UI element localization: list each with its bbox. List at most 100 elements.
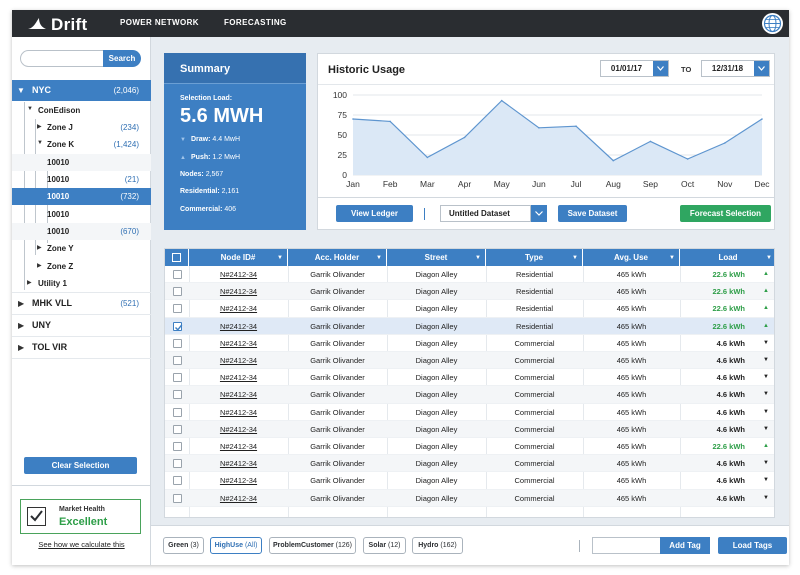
acc-holder-cell: Garrik Olivander (310, 390, 365, 400)
table-row[interactable]: N#2412-34 Garrik Olivander Diagon Alley Res… (165, 300, 774, 318)
select-all-checkbox[interactable] (172, 253, 181, 262)
row-checkbox[interactable] (173, 493, 182, 503)
data-point (761, 118, 763, 120)
node-id-cell[interactable]: N#2412-34 (219, 270, 258, 279)
chevron-down-icon[interactable] (531, 205, 547, 222)
row-checkbox[interactable] (173, 407, 182, 417)
tree-item-utility-1[interactable]: ▶ Utility 1 (27, 279, 67, 288)
node-id-cell[interactable]: N#2412-34 (219, 338, 258, 348)
row-checkbox[interactable] (173, 373, 182, 383)
tree-item-zip[interactable]: 10010 (21) (47, 175, 139, 184)
table-row[interactable]: N#2412-34 Garrik Olivander Diagon Alley Com… (165, 386, 774, 404)
row-checkbox[interactable] (173, 338, 182, 348)
tree-item-zone-z[interactable]: ▶ Zone Z (37, 262, 74, 271)
globe-icon[interactable] (762, 13, 783, 34)
row-checkbox[interactable] (173, 424, 182, 434)
caret-right-icon: ▶ (18, 343, 25, 352)
divider (12, 314, 151, 315)
acc-holder-cell: Garrik Olivander (310, 287, 365, 297)
row-checkbox[interactable] (173, 321, 183, 331)
row-checkbox[interactable] (173, 356, 182, 365)
node-id-cell[interactable]: N#2412-34 (219, 373, 258, 383)
row-checkbox[interactable] (173, 304, 182, 314)
date-to-picker[interactable]: 12/31/18 (701, 60, 770, 77)
row-checkbox[interactable] (173, 442, 182, 451)
node-id-cell[interactable]: N#2412-34 (219, 304, 258, 314)
tree-item-zone-k[interactable]: ▼ Zone K (1,424) (37, 140, 139, 149)
tree-item-zip[interactable]: 10010 (12, 154, 151, 171)
view-ledger-button[interactable]: View Ledger (336, 205, 413, 222)
node-id-cell[interactable]: N#2412-34 (219, 321, 258, 331)
tag-input[interactable] (592, 537, 660, 554)
tree-item-zone-j[interactable]: ▶ Zone J (234) (37, 123, 139, 132)
add-tag-button[interactable]: Add Tag (660, 537, 710, 554)
tree-item-conedison[interactable]: ▼ ConEdison (27, 106, 81, 115)
tree-item-zip[interactable]: 10010 (47, 210, 70, 219)
tree-item-zone-y[interactable]: ▶ Zone Y (37, 244, 74, 253)
node-id-cell[interactable]: N#2412-34 (219, 390, 258, 400)
calc-link[interactable]: See how we calculate this (38, 540, 125, 549)
column-load[interactable]: Load ▼ (680, 249, 774, 266)
tree-item-nyc[interactable]: ▼ NYC (2,046) (12, 80, 151, 101)
selection-load-label: Selection Load: (180, 95, 233, 102)
node-id-cell[interactable]: N#2412-34 (219, 493, 258, 503)
column-node-id[interactable]: Node ID# ▼ (189, 249, 288, 266)
tree-item-uny[interactable]: ▶ UNY (18, 320, 52, 330)
save-dataset-button[interactable]: Save Dataset (558, 205, 627, 222)
node-id-cell[interactable]: N#2412-34 (219, 442, 258, 451)
row-checkbox[interactable] (173, 476, 182, 486)
node-id-cell[interactable]: N#2412-34 (219, 356, 258, 365)
tree-item-zip-selected[interactable]: 10010 (732) (12, 188, 151, 205)
chevron-down-icon[interactable] (653, 61, 668, 76)
dataset-select[interactable]: Untitled Dataset (440, 205, 531, 222)
tag-hydro[interactable]: Hydro (162) (412, 537, 463, 554)
table-row[interactable]: N#2412-34 Garrik Olivander Diagon Alley Res… (165, 283, 774, 301)
node-id-cell[interactable]: N#2412-34 (219, 424, 258, 434)
row-checkbox[interactable] (173, 390, 182, 400)
table-row[interactable]: N#2412-34 Garrik Olivander Diagon Alley Com… (165, 438, 774, 456)
node-id-cell[interactable]: N#2412-34 (219, 476, 258, 486)
type-cell: Commercial (514, 390, 555, 400)
tag-highuse[interactable]: HighUse (All) (210, 537, 262, 554)
tag-problemcustomer[interactable]: ProblemCustomer (126) (269, 537, 356, 554)
node-id-cell[interactable]: N#2412-34 (219, 459, 258, 469)
table-row[interactable]: N#2412-34 Garrik Olivander Diagon Alley Com… (165, 489, 774, 507)
avg-use-cell: 465 kWh (616, 424, 647, 434)
caret-down-icon: ▼ (37, 140, 43, 146)
column-acc-holder[interactable]: Acc. Holder ▼ (288, 249, 387, 266)
nodes-stat: Nodes: 2,567 (180, 171, 224, 178)
table-row[interactable]: N#2412-34 Garrik Olivander Diagon Alley Com… (165, 472, 774, 490)
usage-line (352, 99, 763, 162)
node-id-cell[interactable]: N#2412-34 (219, 407, 258, 417)
row-checkbox[interactable] (173, 287, 182, 297)
table-row[interactable]: N#2412-34 Garrik Olivander Diagon Alley Com… (165, 420, 774, 438)
column-street[interactable]: Street ▼ (387, 249, 486, 266)
load-tags-button[interactable]: Load Tags (718, 537, 787, 554)
nav-power-network[interactable]: POWER NETWORK (120, 18, 199, 27)
clear-selection-button[interactable]: Clear Selection (24, 457, 137, 474)
tag-solar[interactable]: Solar (12) (363, 537, 406, 554)
node-id-cell[interactable]: N#2412-34 (219, 287, 258, 297)
column-avg-use[interactable]: Avg. Use ▼ (583, 249, 680, 266)
table-row[interactable]: N#2412-34 Garrik Olivander Diagon Alley Com… (165, 455, 774, 473)
column-type[interactable]: Type ▼ (486, 249, 583, 266)
row-checkbox[interactable] (173, 459, 182, 469)
tree-item-tol-vir[interactable]: ▶ TOL VIR (18, 342, 68, 352)
forecast-selection-button[interactable]: Forecast Selection (680, 205, 771, 222)
chevron-down-icon[interactable] (754, 61, 769, 76)
table-row[interactable]: N#2412-34 Garrik Olivander Diagon Alley Res… (165, 266, 774, 284)
table-row[interactable]: N#2412-34 Garrik Olivander Diagon Alley Com… (165, 335, 774, 352)
street-cell: Diagon Alley (415, 338, 458, 348)
search-input[interactable] (20, 50, 106, 67)
table-row[interactable]: N#2412-34 Garrik Olivander Diagon Alley Com… (165, 369, 774, 387)
row-checkbox[interactable] (173, 270, 182, 279)
search-button[interactable]: Search (103, 50, 141, 67)
nav-forecasting[interactable]: FORECASTING (224, 18, 287, 27)
tree-item-mhk-vll[interactable]: ▶ MHK VLL (521) (18, 298, 139, 308)
table-row[interactable]: N#2412-34 Garrik Olivander Diagon Alley Com… (165, 352, 774, 370)
table-row[interactable]: N#2412-34 Garrik Olivander Diagon Alley Com… (165, 404, 774, 421)
date-from-picker[interactable]: 01/01/17 (600, 60, 669, 77)
tag-green[interactable]: Green (3) (163, 537, 204, 554)
tree-item-zip[interactable]: 10010 (670) (12, 223, 151, 240)
table-row[interactable]: N#2412-34 Garrik Olivander Diagon Alley Res… (165, 317, 774, 335)
